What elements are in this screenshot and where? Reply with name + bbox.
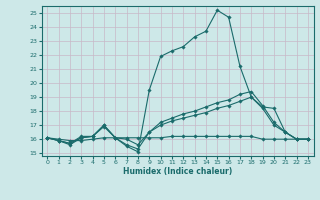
X-axis label: Humidex (Indice chaleur): Humidex (Indice chaleur) [123,167,232,176]
